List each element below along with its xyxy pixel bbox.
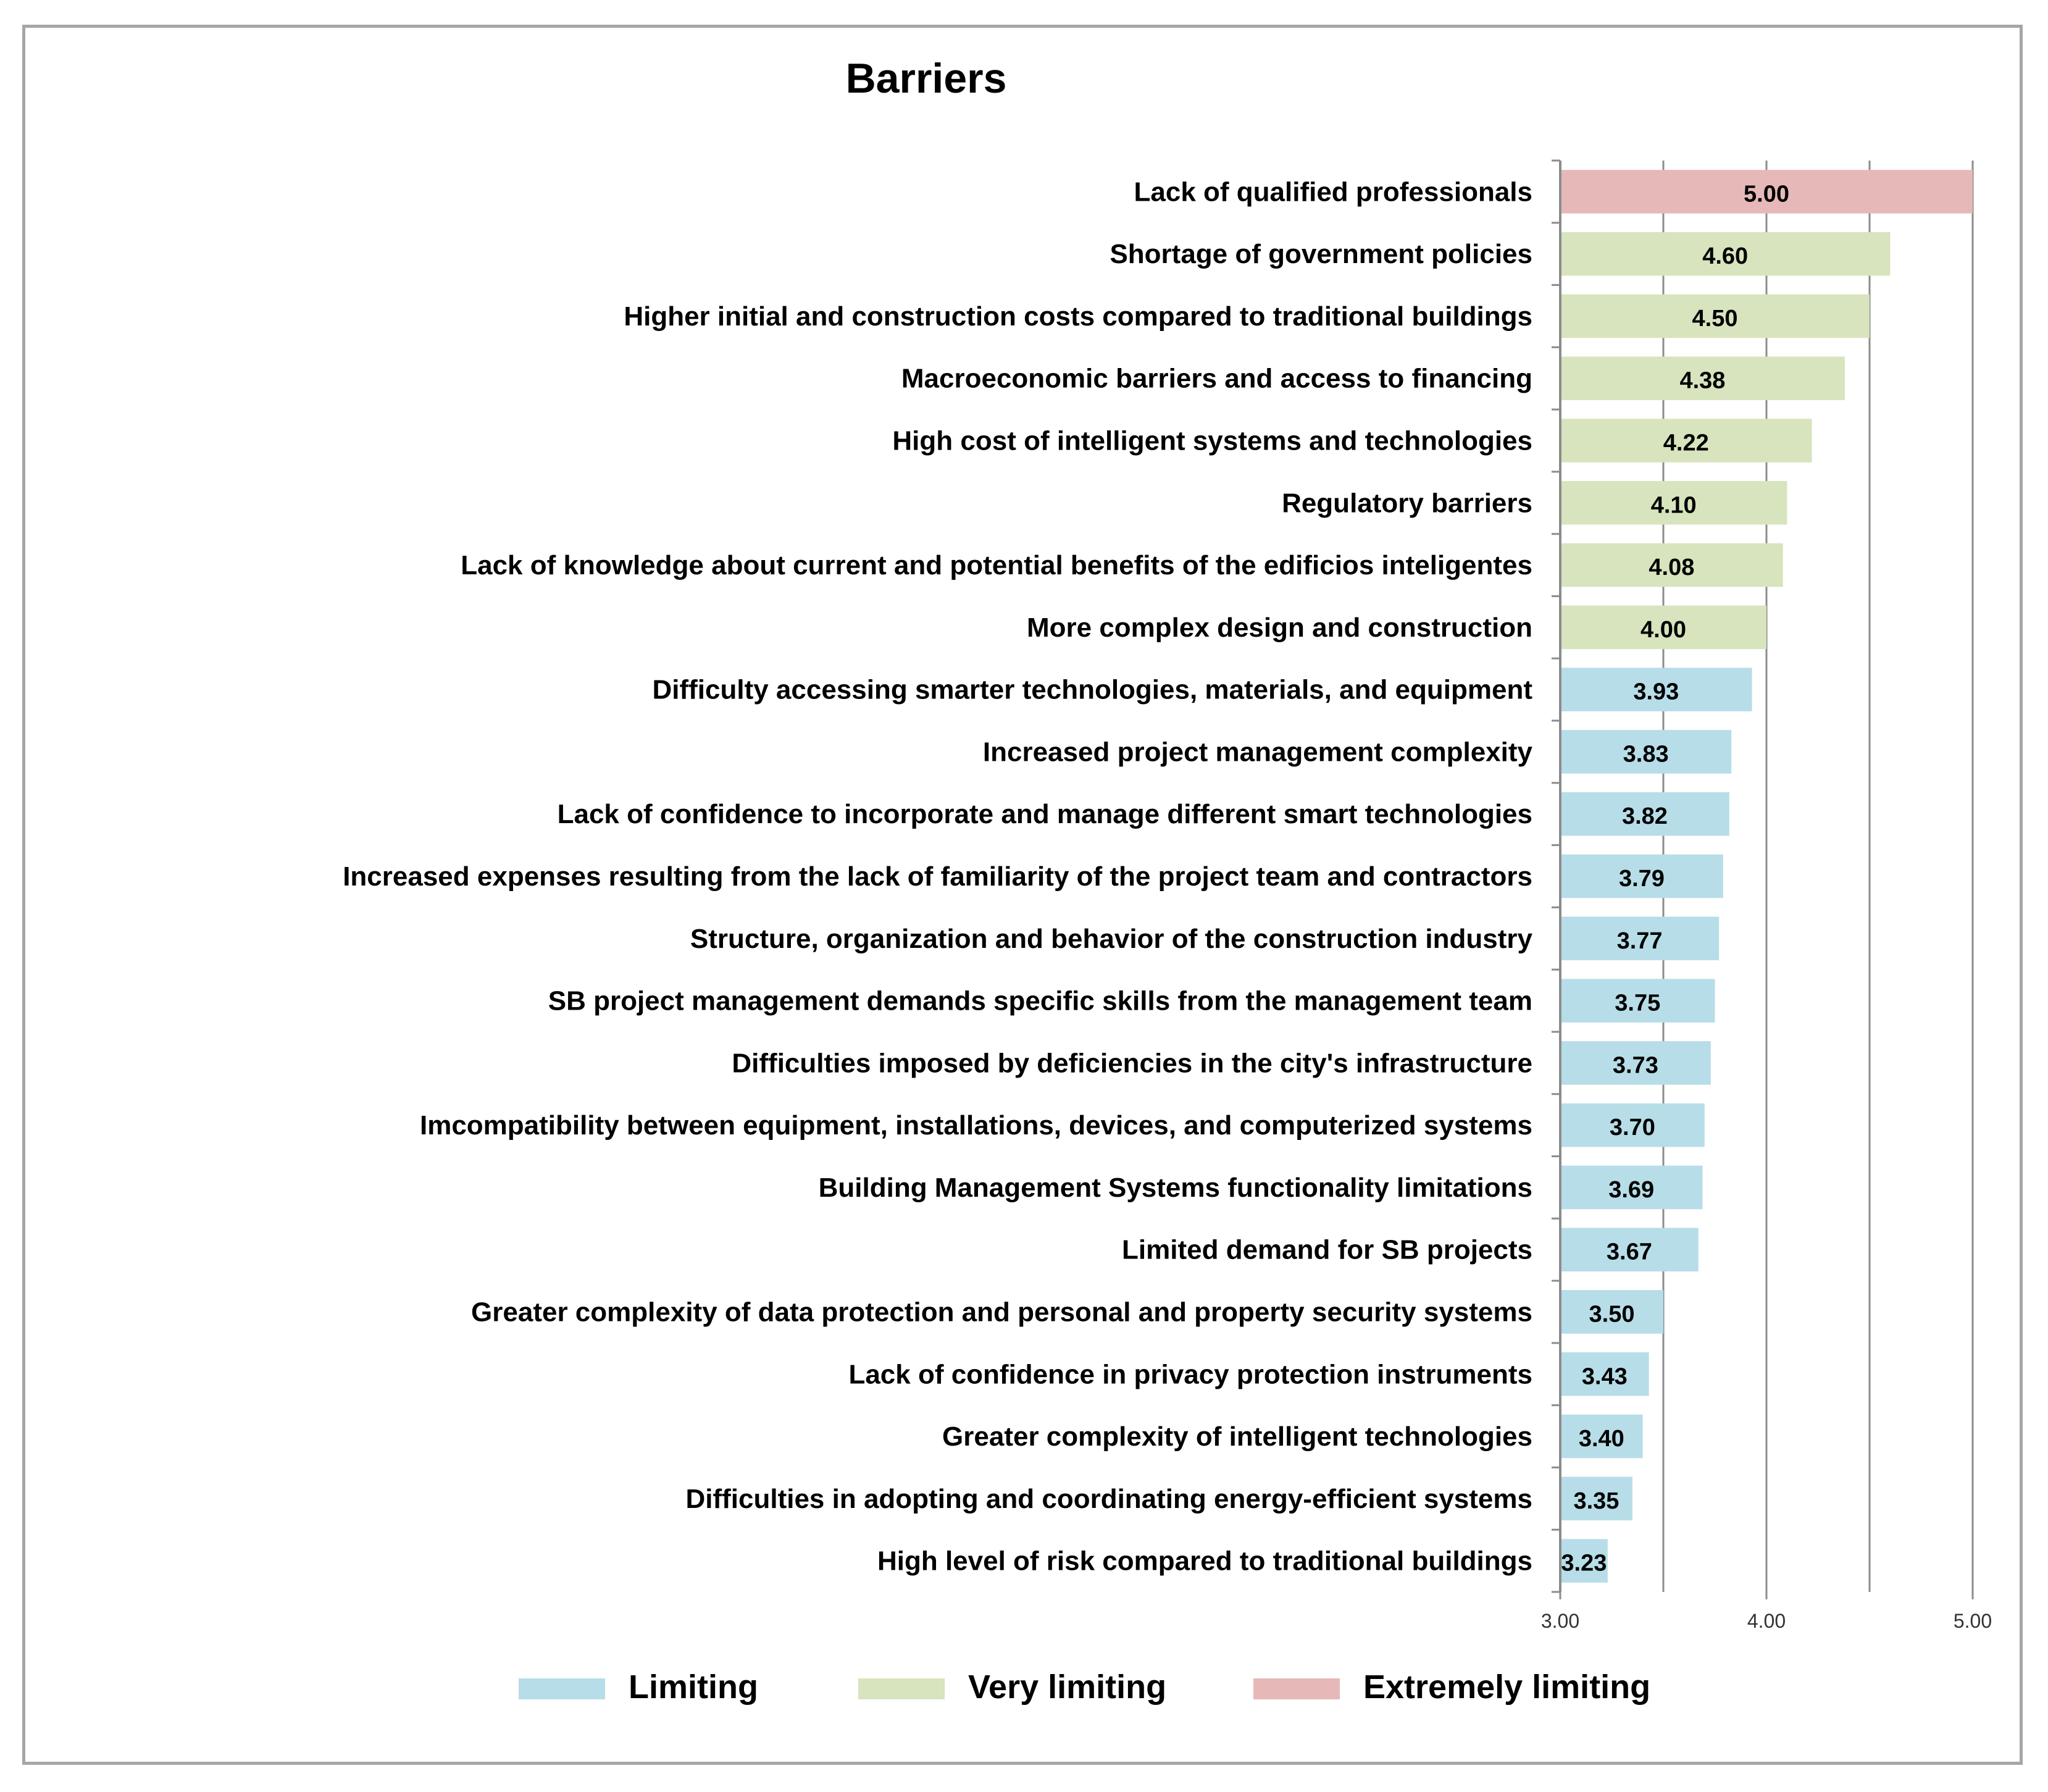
bar [1561,170,1973,214]
value-label: 3.40 [1579,1426,1624,1452]
category-label: Greater complexity of intelligent techno… [942,1421,1532,1452]
bar [1561,730,1732,774]
bar [1561,1228,1699,1271]
bar [1561,419,1812,463]
bar [1561,1165,1703,1210]
value-label: 3.79 [1619,866,1665,892]
category-label: Macroeconomic barriers and access to fin… [901,364,1532,394]
value-label: 3.73 [1613,1052,1658,1078]
legend-label: Limiting [629,1668,758,1706]
value-label: 3.83 [1623,741,1669,767]
chart-title: Barriers [846,55,1007,102]
bar [1561,1414,1643,1459]
bar [1561,979,1715,1023]
bar [1561,1539,1608,1583]
x-tick-label: 5.00 [1954,1610,1992,1632]
bar [1561,1041,1711,1085]
category-label: Lack of confidence in privacy protection… [848,1359,1532,1389]
legend-swatch [858,1678,945,1699]
value-label: 3.23 [1561,1551,1607,1576]
bar [1561,668,1752,711]
x-tick-label: 4.00 [1747,1610,1786,1632]
x-axis: 3.00 4.00 5.00 [1541,159,1992,1632]
value-label: 4.60 [1702,243,1748,269]
legend: Limiting Very limiting Extremely limiting [519,1668,1650,1706]
value-label: 4.10 [1651,492,1697,518]
value-label: 3.69 [1608,1177,1654,1203]
category-label: Regulatory barriers [1282,488,1532,518]
bar [1561,1352,1649,1396]
legend-swatch [1253,1678,1340,1699]
category-label: Imcompatibility between equipment, insta… [420,1110,1532,1141]
bar [1561,1476,1632,1521]
bar [1561,1103,1705,1147]
value-label: 3.50 [1589,1301,1635,1327]
value-label: 3.75 [1615,990,1660,1016]
legend-label: Very limiting [968,1668,1166,1706]
category-label: Shortage of government policies [1110,239,1532,269]
bar [1561,1290,1663,1334]
legend-label: Extremely limiting [1363,1668,1650,1706]
value-label: 3.67 [1607,1239,1652,1265]
category-label: High level of risk compared to tradition… [877,1546,1532,1576]
bar [1561,916,1720,961]
category-label: Increased project management complexity [983,737,1533,767]
category-label: SB project management demands specific s… [548,986,1532,1016]
value-label: 3.82 [1622,803,1668,829]
category-label: More complex design and construction [1027,613,1532,643]
value-label: 3.43 [1582,1363,1628,1389]
category-label: Higher initial and construction costs co… [624,301,1532,332]
legend-swatch [519,1678,605,1699]
category-label: Difficulties in adopting and coordinatin… [685,1484,1532,1514]
value-label: 4.22 [1663,430,1709,456]
value-label: 3.35 [1573,1488,1619,1514]
x-tick-label: 3.00 [1541,1610,1579,1632]
bar [1561,481,1787,525]
value-label: 4.08 [1649,555,1694,580]
value-label: 4.50 [1692,306,1738,332]
bar [1561,605,1766,650]
value-label: 5.00 [1744,181,1789,207]
bar [1561,854,1723,898]
bar [1561,792,1729,836]
category-label: High cost of intelligent systems and tec… [892,426,1532,456]
value-label: 4.00 [1640,617,1686,643]
value-label: 3.77 [1617,928,1663,954]
category-label: Difficulty accessing smarter technologie… [652,675,1532,705]
value-label: 3.70 [1610,1115,1655,1141]
bar [1561,543,1783,587]
value-label: 4.38 [1679,368,1725,394]
bar [1561,294,1870,338]
category-label: Structure, organization and behavior of … [690,924,1533,954]
category-label: Increased expenses resulting from the la… [343,861,1532,892]
bar [1561,232,1891,276]
bars: Lack of qualified professionals 5.00 Short… [343,170,1973,1583]
category-label: Lack of qualified professionals [1134,177,1532,207]
category-label: Lack of confidence to incorporate and ma… [558,799,1532,829]
category-label: Building Management Systems functionalit… [819,1173,1532,1203]
category-label: Greater complexity of data protection an… [471,1297,1532,1327]
value-label: 3.93 [1633,679,1679,705]
bar [1561,356,1845,401]
category-label: Lack of knowledge about current and pote… [461,550,1532,580]
category-label: Difficulties imposed by deficiencies in … [732,1048,1532,1078]
category-label: Limited demand for SB projects [1122,1235,1532,1265]
